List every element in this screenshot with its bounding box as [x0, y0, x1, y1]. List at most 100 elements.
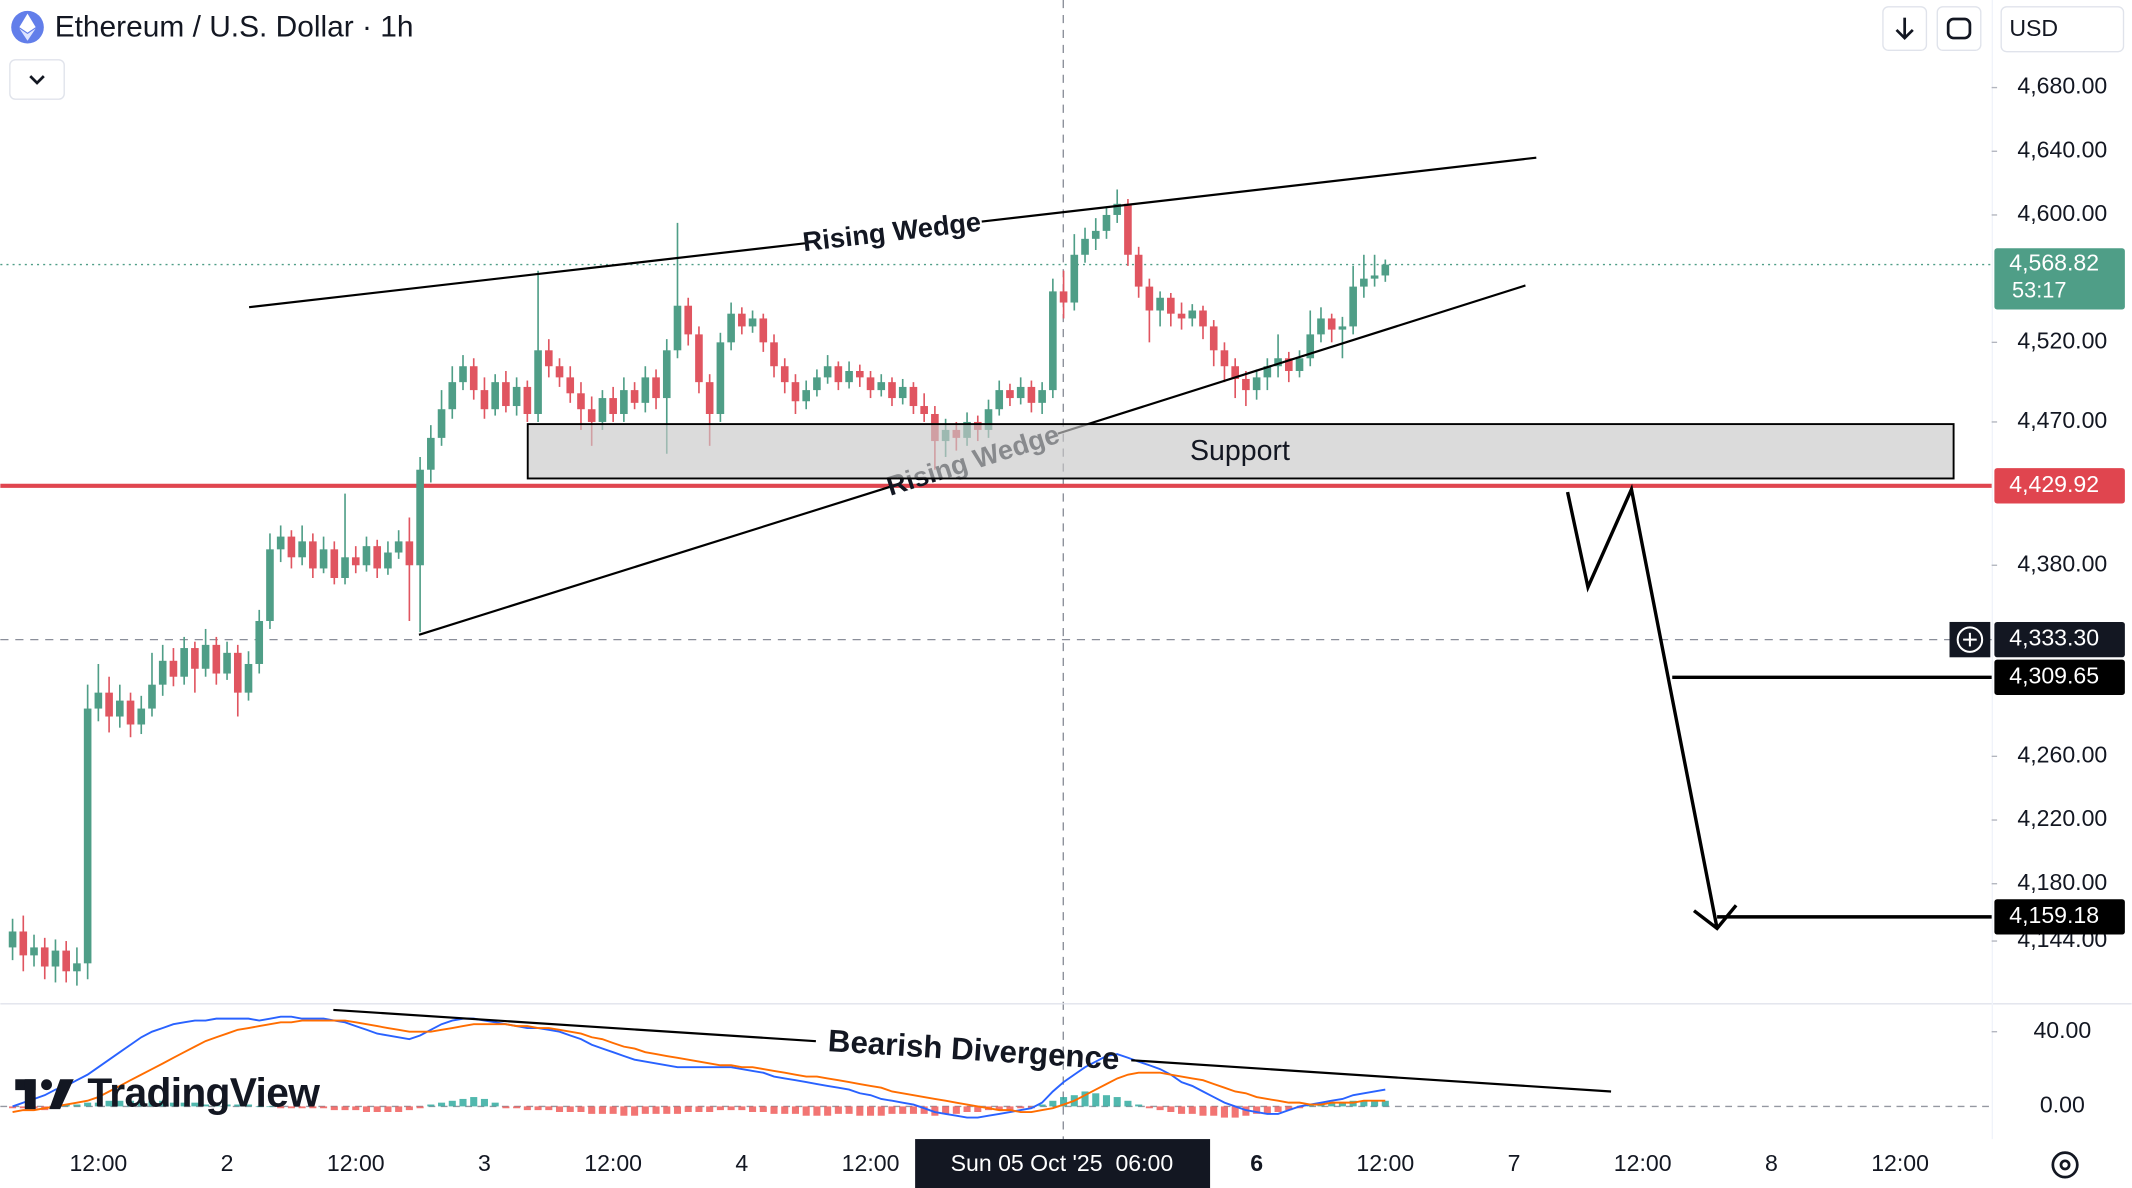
logo-shape — [49, 1079, 74, 1110]
candle-body — [158, 660, 167, 685]
histogram-bar — [427, 1104, 435, 1107]
candle-body — [1317, 318, 1325, 335]
y-tick-label: 4,520.00 — [2017, 327, 2107, 353]
x-tick-label: 8 — [1765, 1150, 1778, 1176]
currency-label[interactable]: USD — [2009, 15, 2058, 41]
watermark-text: TradingView — [87, 1069, 320, 1115]
histogram-bar — [631, 1106, 639, 1116]
download-icon[interactable] — [1895, 28, 1914, 40]
y-tick-label: 4,640.00 — [2017, 136, 2107, 162]
candle-body — [984, 409, 993, 430]
histogram-bar — [1188, 1106, 1196, 1114]
histogram-bar — [673, 1106, 682, 1114]
histogram-bar — [1349, 1100, 1357, 1107]
histogram-bar — [695, 1106, 703, 1112]
candle-body — [255, 620, 264, 664]
currency-select[interactable]: USD — [2000, 6, 2125, 53]
histogram-bar — [459, 1098, 467, 1107]
histogram-bar — [266, 1106, 274, 1108]
histogram-bar — [1274, 1106, 1282, 1112]
histogram-bar — [116, 1100, 124, 1107]
candle-body — [1338, 326, 1347, 330]
histogram-bar — [802, 1106, 810, 1116]
indicator-line — [12, 1015, 1386, 1119]
collapse-icon[interactable] — [29, 75, 45, 85]
annotation-back-layer — [0, 0, 2132, 1140]
histogram-bar — [480, 1098, 488, 1107]
histogram-bar — [1178, 1106, 1186, 1114]
refresh-button[interactable] — [1936, 6, 1982, 51]
candle-body — [491, 382, 499, 410]
candle-body — [759, 318, 768, 343]
histogram-bar — [909, 1106, 917, 1114]
candle-body — [341, 557, 349, 578]
histogram-bar — [320, 1106, 328, 1109]
candle-body — [1027, 386, 1036, 403]
histogram-bar — [159, 1100, 167, 1107]
candle-body — [319, 549, 328, 569]
histogram-bar — [223, 1104, 231, 1107]
histogram-bar — [1102, 1095, 1111, 1107]
wedge-line-upper — [248, 242, 806, 309]
x-tick-label: 7 — [1508, 1150, 1521, 1176]
histogram-bar — [234, 1104, 242, 1107]
settings-icon[interactable] — [2051, 1151, 2079, 1179]
histogram-bar — [298, 1106, 306, 1109]
x-tick-label: 3 — [478, 1150, 491, 1176]
histogram-bar — [330, 1106, 338, 1111]
histogram-bar — [963, 1106, 971, 1112]
histogram-bar — [309, 1106, 317, 1109]
histogram-bar — [663, 1106, 671, 1114]
candle-body — [620, 390, 628, 414]
histogram-bar — [824, 1106, 832, 1116]
histogram-bar — [641, 1106, 649, 1114]
x-tick-label: 6 — [1250, 1150, 1263, 1176]
histogram-bar — [373, 1106, 381, 1112]
y-tick-label: 4,680.00 — [2017, 73, 2107, 99]
candle-body — [727, 313, 735, 343]
axes: 4,680.00 4,640.00 4,600.00 4,520.00 4,470.00… — [69, 73, 2125, 1188]
histogram-bar — [1049, 1100, 1057, 1107]
histogram-bar — [534, 1106, 542, 1111]
histogram-bar — [716, 1106, 724, 1111]
histogram-bar — [706, 1106, 714, 1112]
histogram-bar — [1006, 1106, 1014, 1111]
refresh-icon[interactable] — [1946, 17, 1972, 40]
candle-body — [630, 390, 639, 403]
candle-body — [534, 350, 542, 414]
settings-icon[interactable] — [2059, 1159, 2071, 1171]
candle-body — [770, 342, 778, 367]
histogram-bar — [684, 1106, 692, 1112]
histogram-bar — [920, 1106, 928, 1114]
price-label: 4,159.18 — [2009, 902, 2099, 928]
candle-body — [845, 371, 853, 383]
indicator-line — [12, 1019, 1386, 1113]
candle-body — [51, 950, 60, 967]
wedge-line-lower — [1057, 284, 1526, 435]
settings-button[interactable] — [2051, 1151, 2079, 1179]
download-button[interactable] — [1882, 6, 1928, 51]
histogram-bar — [1017, 1106, 1025, 1109]
y-tick-label: 4,600.00 — [2017, 200, 2107, 226]
histogram-bar — [609, 1106, 617, 1114]
histogram-bar — [867, 1106, 875, 1116]
collapse-button[interactable] — [9, 59, 65, 100]
collapse-button-box[interactable] — [9, 59, 65, 100]
candle-body — [609, 398, 617, 414]
candle-body — [1167, 297, 1175, 314]
refresh-button-box[interactable] — [1936, 6, 1982, 51]
candle-body — [1220, 350, 1229, 367]
macd-pane — [0, 1015, 1992, 1119]
histogram-bar — [73, 1104, 81, 1107]
currency-select-box[interactable] — [2000, 6, 2125, 53]
candle-body — [1349, 286, 1357, 327]
histogram-bar — [277, 1106, 285, 1109]
histogram-bar — [1135, 1104, 1143, 1107]
candle-body — [555, 366, 564, 378]
histogram-bar — [727, 1106, 735, 1111]
y-tick-label: 4,380.00 — [2017, 550, 2107, 576]
histogram-bar — [137, 1100, 145, 1107]
candle-body — [330, 549, 339, 578]
histogram-bar — [1156, 1106, 1164, 1111]
histogram-bar — [384, 1106, 392, 1112]
